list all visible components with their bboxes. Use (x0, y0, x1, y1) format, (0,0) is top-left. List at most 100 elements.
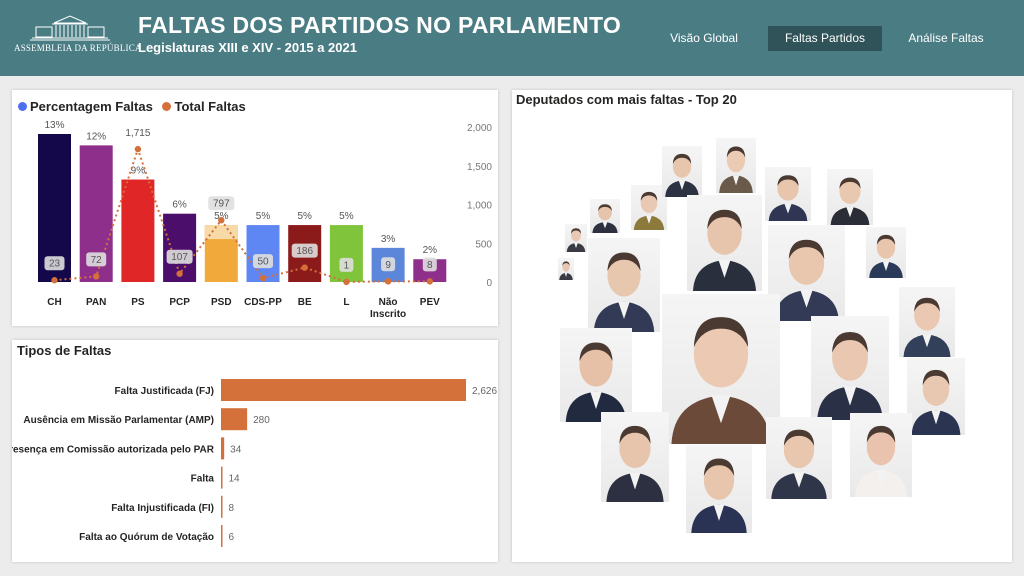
bar-highlight (204, 225, 238, 240)
type-value-label: 14 (229, 474, 241, 485)
total-faltas-point (301, 264, 308, 271)
person-silhouette-icon (691, 458, 747, 533)
legend-dot-total (162, 102, 172, 111)
y-axis-tick-label: 1,000 (467, 201, 492, 212)
type-bar (221, 495, 223, 518)
deputy-portrait[interactable] (588, 238, 660, 332)
deputy-portrait[interactable] (768, 225, 845, 321)
total-faltas-point (218, 217, 225, 224)
deputy-portrait[interactable] (827, 169, 873, 225)
total-faltas-label: 9 (385, 260, 391, 271)
type-category-label: Falta ao Quórum de Votação (79, 532, 214, 543)
type-bar (221, 408, 248, 431)
type-category-label: Falta (191, 474, 215, 485)
deputy-portrait[interactable] (766, 417, 832, 499)
person-silhouette-icon (817, 332, 883, 420)
type-bar (221, 466, 223, 489)
person-silhouette-icon (768, 175, 808, 221)
bar-percentage-label: 13% (44, 120, 64, 131)
deputy-portrait[interactable] (686, 445, 752, 533)
person-silhouette-icon (633, 191, 665, 230)
total-faltas-label: 797 (213, 199, 230, 210)
person-silhouette-icon (671, 317, 771, 444)
deputy-portrait[interactable] (765, 167, 811, 221)
total-faltas-label-bg (339, 257, 354, 272)
type-value-label: 2,626 (472, 386, 497, 397)
bar-cdspp (246, 225, 280, 282)
deputy-portrait[interactable] (565, 224, 587, 252)
absence-types-chart-panel: Tipos de Faltas Falta Justificada (FJ) 2,… (12, 340, 498, 562)
absence-types-chart: Falta Justificada (FJ) 2,626 Ausência em M… (12, 379, 497, 547)
total-faltas-label: 8 (427, 260, 433, 271)
deputy-portrait[interactable] (590, 199, 620, 233)
x-axis-category-label: PEV (420, 297, 440, 308)
nav-analise-faltas[interactable]: Análise Faltas (908, 31, 984, 45)
person-silhouette-icon (693, 209, 756, 291)
y-axis-tick-label: 500 (475, 239, 492, 250)
type-value-label: 34 (230, 444, 242, 455)
deputy-portrait[interactable] (716, 138, 756, 193)
deputy-portrait[interactable] (811, 316, 889, 420)
total-faltas-point (259, 274, 267, 282)
person-silhouette-icon (606, 425, 664, 502)
deputy-portrait[interactable] (687, 195, 762, 291)
total-faltas-label: 72 (91, 255, 103, 266)
deputy-portrait[interactable] (631, 185, 667, 230)
person-silhouette-icon (592, 204, 618, 233)
parliament-building-icon (30, 15, 110, 41)
legend-item-percentage[interactable]: Percentagem Faltas (18, 99, 153, 114)
chart-legend: Percentagem Faltas Total Faltas (18, 99, 252, 114)
deputy-portrait[interactable] (850, 413, 912, 497)
deputy-portrait[interactable] (866, 227, 906, 278)
total-faltas-label-bg (291, 243, 318, 258)
total-faltas-label-bg (381, 257, 396, 272)
person-silhouette-icon (565, 342, 627, 422)
deputy-portrait[interactable] (662, 294, 780, 444)
logo-text: ASSEMBLEIA DA REPÚBLICA (14, 43, 142, 53)
header-bar: ASSEMBLEIA DA REPÚBLICA FALTAS DOS PARTI… (0, 0, 1024, 76)
bar-l (329, 225, 363, 282)
total-faltas-point (384, 278, 392, 285)
x-axis-category-label: PAN (86, 297, 106, 308)
x-axis-category-label: Não (379, 297, 398, 308)
deputy-portrait[interactable] (907, 358, 965, 435)
legend-item-total[interactable]: Total Faltas (162, 99, 246, 114)
top-deputies-title: Deputados com mais faltas - Top 20 (516, 92, 737, 107)
party-absences-chart: 05001,0001,5002,00013%CH12%PAN9%PS6%PCP5… (38, 120, 492, 320)
deputy-portrait[interactable] (601, 412, 669, 502)
person-silhouette-icon (719, 146, 753, 193)
type-category-label: Ausência em Missão Parlamentar (AMP) (23, 415, 214, 426)
page-subtitle: Legislaturas XIII e XIV - 2015 a 2021 (138, 40, 357, 55)
bar-percentage-label: 5% (339, 211, 354, 222)
total-faltas-point (343, 278, 350, 286)
party-absences-chart-panel: Percentagem Faltas Total Faltas 0 500 1,00… (12, 90, 498, 326)
type-bar (221, 437, 225, 460)
person-silhouette-icon (665, 153, 699, 197)
person-silhouette-icon (911, 369, 961, 435)
x-axis-category-label: PSD (211, 297, 232, 308)
deputy-portrait[interactable] (560, 328, 632, 422)
x-axis-category-label: L (343, 297, 349, 308)
x-axis-category-label-line2: Inscrito (370, 309, 406, 320)
person-silhouette-icon (566, 228, 586, 252)
person-silhouette-icon (559, 261, 573, 280)
type-value-label: 8 (229, 503, 235, 514)
deputy-portrait[interactable] (558, 258, 574, 280)
person-silhouette-icon (869, 234, 903, 278)
total-faltas-label-bg (86, 252, 107, 267)
type-category-label: Falta Injustificada (FI) (111, 503, 214, 514)
absence-types-title: Tipos de Faltas (17, 343, 112, 358)
legend-label-total: Total Faltas (174, 99, 246, 114)
bar-percentage-label: 2% (423, 245, 438, 256)
total-faltas-label-bg (422, 257, 437, 272)
deputy-portrait[interactable] (899, 287, 955, 357)
type-bar (221, 525, 223, 547)
nav-visao-global[interactable]: Visão Global (670, 31, 738, 45)
x-axis-category-label: CDS-PP (244, 297, 282, 308)
nav-faltas-partidos[interactable]: Faltas Partidos (768, 26, 882, 51)
total-faltas-line (54, 145, 430, 283)
person-silhouette-icon (903, 297, 951, 357)
deputy-portrait[interactable] (662, 146, 702, 197)
total-faltas-label-bg (166, 249, 193, 264)
total-faltas-label: 107 (171, 252, 188, 263)
